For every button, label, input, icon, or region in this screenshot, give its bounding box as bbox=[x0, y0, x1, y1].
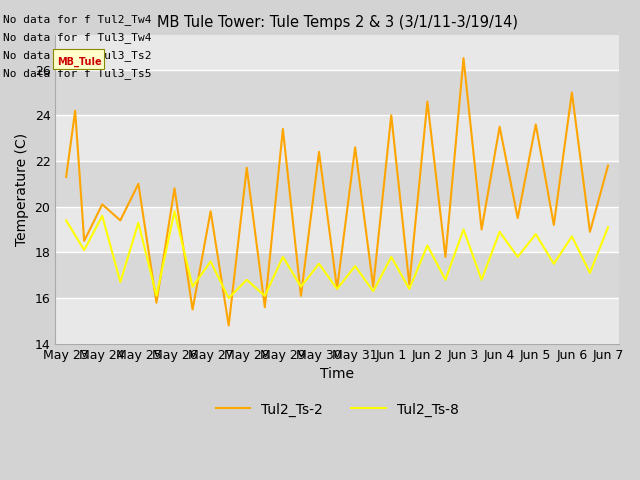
Tul2_Ts-2 bbox=[189, 307, 196, 312]
Tul2_Ts-8 bbox=[442, 277, 449, 283]
Tul2_Ts-2 bbox=[369, 284, 377, 289]
Tul2_Ts-8 bbox=[152, 293, 160, 299]
Tul2_Ts-8 bbox=[279, 254, 287, 260]
Tul2_Ts-8 bbox=[514, 254, 522, 260]
Tul2_Ts-2 bbox=[604, 163, 612, 168]
Line: Tul2_Ts-8: Tul2_Ts-8 bbox=[66, 211, 608, 298]
Tul2_Ts-2 bbox=[442, 254, 449, 260]
Tul2_Ts-8 bbox=[134, 220, 142, 226]
Tul2_Ts-2 bbox=[243, 165, 251, 171]
Tul2_Ts-2 bbox=[171, 186, 179, 192]
Legend: Tul2_Ts-2, Tul2_Ts-8: Tul2_Ts-2, Tul2_Ts-8 bbox=[210, 397, 464, 422]
Tul2_Ts-2 bbox=[333, 286, 341, 292]
Tul2_Ts-2 bbox=[297, 293, 305, 299]
Tul2_Ts-8 bbox=[189, 284, 196, 289]
Bar bbox=[55, 161, 619, 207]
Tul2_Ts-8 bbox=[532, 231, 540, 237]
Tul2_Ts-2 bbox=[532, 121, 540, 127]
Tul2_Ts-2 bbox=[351, 144, 359, 150]
Tul2_Ts-2 bbox=[406, 281, 413, 287]
Bar bbox=[55, 115, 619, 161]
Tul2_Ts-2 bbox=[261, 304, 269, 310]
Tul2_Ts-2 bbox=[586, 229, 594, 235]
Bar bbox=[55, 252, 619, 298]
Tul2_Ts-8 bbox=[243, 277, 251, 283]
Tul2_Ts-8 bbox=[387, 254, 395, 260]
Tul2_Ts-2 bbox=[424, 99, 431, 105]
Tul2_Ts-2 bbox=[550, 222, 557, 228]
X-axis label: Time: Time bbox=[320, 367, 354, 381]
Text: No data for f Tul2_Tw4: No data for f Tul2_Tw4 bbox=[3, 13, 152, 24]
Tul2_Ts-2 bbox=[71, 108, 79, 114]
Tul2_Ts-8 bbox=[586, 270, 594, 276]
Tul2_Ts-8 bbox=[333, 286, 341, 292]
Line: Tul2_Ts-2: Tul2_Ts-2 bbox=[66, 58, 608, 325]
Tul2_Ts-8 bbox=[351, 263, 359, 269]
Tul2_Ts-8 bbox=[424, 243, 431, 249]
Tul2_Ts-8 bbox=[99, 213, 106, 219]
Text: No data for f Tul3_Tw4: No data for f Tul3_Tw4 bbox=[3, 32, 152, 43]
Text: No data for f Tul3_Ts5: No data for f Tul3_Ts5 bbox=[3, 68, 152, 79]
Text: No data for f Tul3_Ts2: No data for f Tul3_Ts2 bbox=[3, 50, 152, 61]
Tul2_Ts-2 bbox=[116, 217, 124, 223]
Tul2_Ts-2 bbox=[134, 181, 142, 187]
Tul2_Ts-8 bbox=[369, 288, 377, 294]
Tul2_Ts-8 bbox=[406, 286, 413, 292]
Tul2_Ts-8 bbox=[297, 284, 305, 289]
Title: MB Tule Tower: Tule Temps 2 & 3 (3/1/11-3/19/14): MB Tule Tower: Tule Temps 2 & 3 (3/1/11-… bbox=[157, 15, 518, 30]
Tul2_Ts-2 bbox=[496, 124, 504, 130]
Tul2_Ts-2 bbox=[99, 202, 106, 207]
Bar bbox=[55, 207, 619, 252]
Tul2_Ts-8 bbox=[62, 217, 70, 223]
Tul2_Ts-8 bbox=[477, 277, 485, 283]
Tul2_Ts-2 bbox=[315, 149, 323, 155]
Bar bbox=[55, 24, 619, 70]
Tul2_Ts-2 bbox=[514, 215, 522, 221]
Tul2_Ts-8 bbox=[225, 295, 232, 301]
Bar bbox=[55, 70, 619, 115]
Tul2_Ts-8 bbox=[81, 247, 88, 253]
Tul2_Ts-2 bbox=[279, 126, 287, 132]
Y-axis label: Temperature (C): Temperature (C) bbox=[15, 133, 29, 246]
Tul2_Ts-2 bbox=[81, 238, 88, 244]
Text: MB_Tule: MB_Tule bbox=[58, 56, 102, 67]
Tul2_Ts-2 bbox=[568, 90, 576, 96]
Tul2_Ts-2 bbox=[62, 174, 70, 180]
Tul2_Ts-8 bbox=[315, 261, 323, 267]
Tul2_Ts-2 bbox=[477, 227, 485, 232]
Tul2_Ts-8 bbox=[568, 233, 576, 239]
Tul2_Ts-2 bbox=[225, 323, 232, 328]
Tul2_Ts-8 bbox=[460, 227, 467, 232]
Tul2_Ts-8 bbox=[116, 279, 124, 285]
Tul2_Ts-2 bbox=[387, 112, 395, 118]
Bar bbox=[55, 298, 619, 344]
Tul2_Ts-8 bbox=[207, 259, 214, 264]
Tul2_Ts-2 bbox=[460, 55, 467, 61]
Tul2_Ts-8 bbox=[496, 229, 504, 235]
Tul2_Ts-8 bbox=[261, 293, 269, 299]
Tul2_Ts-8 bbox=[604, 224, 612, 230]
Tul2_Ts-8 bbox=[171, 208, 179, 214]
Tul2_Ts-2 bbox=[207, 208, 214, 214]
Tul2_Ts-2 bbox=[152, 300, 160, 305]
Tul2_Ts-8 bbox=[550, 261, 557, 267]
